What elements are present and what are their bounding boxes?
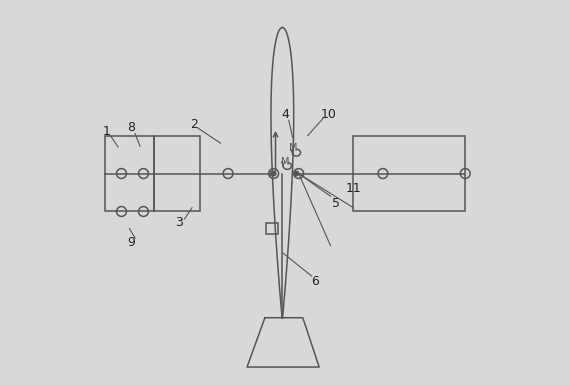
Bar <box>105 136 154 211</box>
Circle shape <box>271 171 276 176</box>
Bar <box>353 136 465 211</box>
Text: 3: 3 <box>175 216 183 229</box>
Bar <box>266 223 278 234</box>
Text: 2: 2 <box>190 118 198 131</box>
Text: 9: 9 <box>127 236 135 249</box>
Bar <box>154 136 200 211</box>
Text: 6: 6 <box>311 275 319 288</box>
Text: 11: 11 <box>345 182 361 195</box>
Text: 4: 4 <box>281 108 289 121</box>
Text: 5: 5 <box>332 198 340 210</box>
Text: 10: 10 <box>321 108 336 121</box>
Circle shape <box>294 171 299 176</box>
Text: M: M <box>281 157 290 167</box>
Text: 1: 1 <box>103 125 111 138</box>
Text: 8: 8 <box>127 122 135 134</box>
Text: M: M <box>289 143 298 153</box>
